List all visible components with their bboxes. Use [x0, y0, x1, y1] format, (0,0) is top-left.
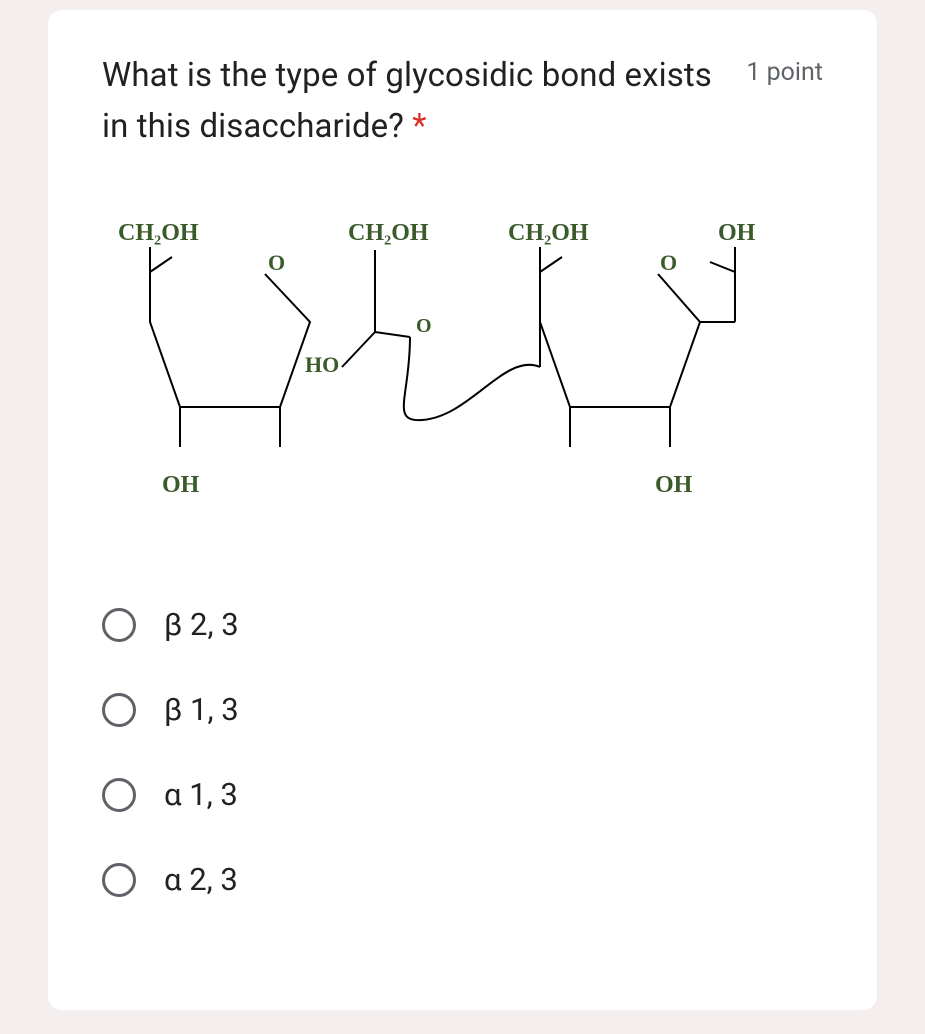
option-label: β 1, 3 [164, 691, 239, 728]
label-oh-bottom-1: OH [162, 472, 200, 498]
label-ch2oh-2: CH₂OH [348, 220, 429, 246]
label-ch2oh-3: CH₂OH [508, 220, 589, 246]
radio-icon [102, 608, 136, 642]
radio-icon [102, 778, 136, 812]
label-oh-bottom-2: OH [655, 472, 693, 498]
label-o-ring-1: O [268, 250, 285, 275]
question-text: What is the type of glycosidic bond exis… [102, 50, 728, 152]
diagram-svg: CH₂OH CH₂OH CH₂OH OH O O O HO OH OH [110, 212, 810, 542]
label-ho: HO [305, 352, 339, 377]
option-2[interactable]: α 1, 3 [102, 752, 823, 837]
label-o-link: O [416, 315, 432, 337]
label-ch2oh-1: CH₂OH [118, 220, 199, 246]
chemical-structure-diagram: CH₂OH CH₂OH CH₂OH OH O O O HO OH OH [110, 212, 810, 542]
question-card: What is the type of glycosidic bond exis… [48, 10, 877, 1010]
question-header-row: What is the type of glycosidic bond exis… [102, 50, 823, 152]
option-3[interactable]: α 2, 3 [102, 837, 823, 922]
option-1[interactable]: β 1, 3 [102, 667, 823, 752]
radio-icon [102, 693, 136, 727]
points-label: 1 point [746, 50, 823, 87]
option-label: α 1, 3 [164, 776, 238, 813]
label-oh-topright: OH [718, 220, 756, 246]
option-0[interactable]: β 2, 3 [102, 582, 823, 667]
required-marker: * [412, 107, 426, 146]
label-o-ring-2: O [660, 250, 677, 275]
option-label: α 2, 3 [164, 861, 238, 898]
option-label: β 2, 3 [164, 606, 239, 643]
radio-icon [102, 863, 136, 897]
options-group: β 2, 3 β 1, 3 α 1, 3 α 2, 3 [102, 582, 823, 922]
question-body: What is the type of glycosidic bond exis… [102, 56, 712, 146]
